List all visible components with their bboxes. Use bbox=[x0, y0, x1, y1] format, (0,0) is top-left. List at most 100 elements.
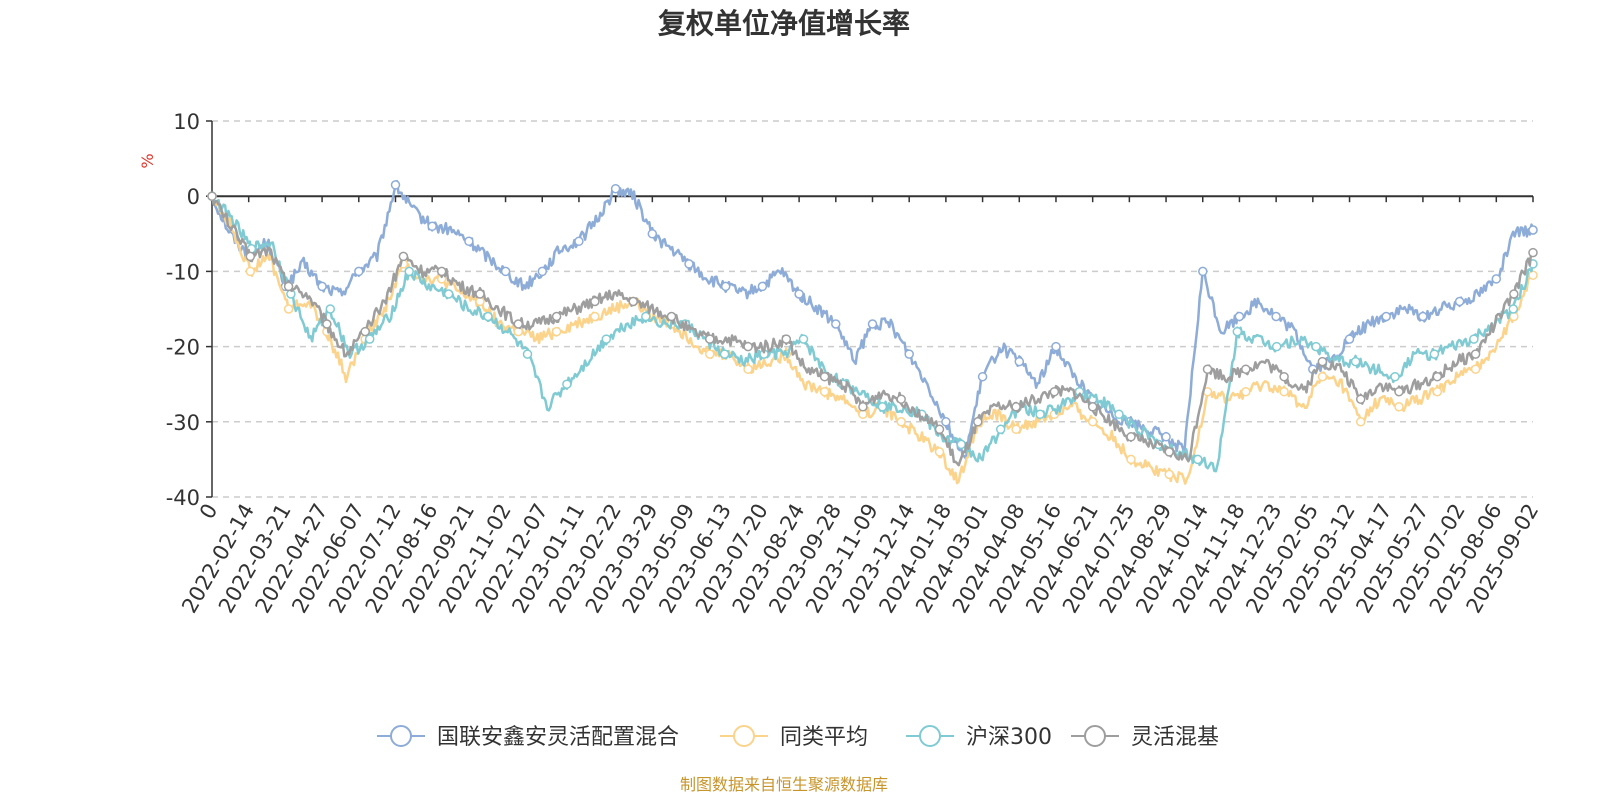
legend-label: 沪深300 bbox=[966, 725, 1052, 750]
data-point bbox=[475, 289, 485, 299]
data-point bbox=[1114, 409, 1124, 420]
data-point bbox=[1317, 371, 1328, 382]
data-point bbox=[1126, 432, 1136, 442]
legend-marker-icon bbox=[390, 725, 412, 747]
data-point bbox=[720, 281, 731, 292]
legend-item[interactable]: 沪深300 bbox=[906, 725, 1052, 750]
series-lines bbox=[207, 179, 1538, 485]
data-point bbox=[1528, 225, 1538, 235]
data-point bbox=[1528, 247, 1538, 258]
data-point bbox=[641, 311, 651, 322]
legend-item[interactable]: 灵活混基 bbox=[1071, 725, 1219, 750]
data-point bbox=[867, 319, 878, 329]
data-point bbox=[398, 251, 409, 262]
data-point bbox=[1491, 274, 1502, 284]
data-point bbox=[684, 259, 694, 269]
data-point bbox=[995, 424, 1006, 435]
data-point bbox=[858, 402, 868, 412]
data-point bbox=[322, 319, 332, 329]
data-point bbox=[1469, 334, 1479, 344]
data-point bbox=[1087, 402, 1098, 412]
data-point bbox=[1432, 386, 1443, 397]
y-tick-label: 0 bbox=[187, 185, 200, 209]
data-point bbox=[1350, 356, 1361, 367]
data-point bbox=[404, 266, 414, 277]
y-tick-label: 10 bbox=[173, 110, 200, 134]
x-tick-label: 0 bbox=[195, 500, 222, 524]
data-point bbox=[551, 311, 562, 322]
data-point bbox=[1355, 394, 1366, 404]
data-point bbox=[794, 289, 804, 299]
data-point bbox=[245, 266, 256, 277]
data-point bbox=[500, 266, 511, 277]
data-point bbox=[1454, 296, 1465, 307]
data-point bbox=[1193, 454, 1203, 465]
source-note: 制图数据来自恒生聚源数据库 bbox=[680, 775, 888, 794]
y-tick-label: -30 bbox=[166, 411, 200, 435]
data-point bbox=[1279, 386, 1289, 397]
legend-label: 灵活混基 bbox=[1131, 725, 1219, 750]
data-point bbox=[798, 334, 809, 344]
data-point bbox=[1509, 289, 1519, 299]
data-point bbox=[427, 221, 437, 232]
chart-title: 复权单位净值增长率 bbox=[658, 7, 910, 40]
data-point bbox=[1317, 356, 1328, 367]
y-tick-label: -20 bbox=[166, 336, 200, 360]
data-point bbox=[354, 266, 364, 277]
data-point bbox=[743, 364, 753, 374]
data-point bbox=[1381, 311, 1391, 322]
data-point bbox=[896, 394, 906, 404]
data-point bbox=[590, 311, 600, 322]
legend-item[interactable]: 同类平均 bbox=[720, 725, 868, 750]
data-point bbox=[1202, 364, 1213, 374]
data-point bbox=[513, 319, 524, 329]
data-point bbox=[1279, 371, 1289, 382]
data-point bbox=[1011, 402, 1021, 412]
series-line bbox=[210, 195, 1534, 485]
data-point bbox=[647, 229, 658, 239]
data-point bbox=[1355, 417, 1366, 427]
data-point bbox=[934, 424, 945, 435]
data-point bbox=[562, 379, 572, 389]
data-point bbox=[819, 386, 830, 397]
legend-marker-icon bbox=[733, 725, 755, 747]
data-point bbox=[1311, 341, 1321, 352]
legend-item[interactable]: 国联安鑫安灵活配置混合 bbox=[377, 725, 679, 750]
data-point bbox=[513, 326, 524, 337]
y-tick-label: -40 bbox=[166, 486, 200, 510]
y-tick-labels: 10 0 -10 -20 -30 -40 bbox=[166, 110, 200, 510]
data-point bbox=[390, 180, 401, 190]
data-point bbox=[522, 349, 533, 359]
data-point bbox=[1087, 417, 1098, 427]
data-point bbox=[666, 311, 677, 322]
data-point bbox=[1394, 402, 1404, 412]
data-point bbox=[705, 349, 715, 359]
data-point bbox=[1198, 266, 1208, 277]
data-point bbox=[1508, 304, 1519, 314]
data-point bbox=[1241, 386, 1251, 397]
data-point bbox=[551, 326, 562, 337]
data-point bbox=[1241, 364, 1251, 374]
legend[interactable]: 国联安鑫安灵活配置混合 同类平均 沪深300 灵活混基 bbox=[377, 725, 1219, 750]
data-point bbox=[628, 296, 638, 307]
data-point bbox=[757, 281, 768, 292]
data-point bbox=[601, 334, 612, 344]
data-point bbox=[956, 439, 966, 450]
data-point bbox=[719, 349, 730, 359]
legend-label: 同类平均 bbox=[780, 725, 868, 750]
data-point bbox=[1528, 270, 1538, 280]
data-point bbox=[245, 251, 256, 262]
data-point bbox=[537, 266, 548, 277]
legend-label: 国联安鑫安灵活配置混合 bbox=[437, 725, 679, 750]
data-point bbox=[977, 371, 988, 382]
data-point bbox=[1271, 311, 1281, 322]
data-point bbox=[436, 266, 447, 277]
data-point bbox=[1035, 409, 1045, 420]
data-point bbox=[934, 447, 945, 457]
data-point bbox=[1051, 341, 1061, 352]
legend-marker-icon bbox=[1084, 725, 1106, 747]
data-point bbox=[819, 371, 830, 382]
data-point bbox=[743, 341, 753, 352]
data-point bbox=[483, 311, 493, 322]
